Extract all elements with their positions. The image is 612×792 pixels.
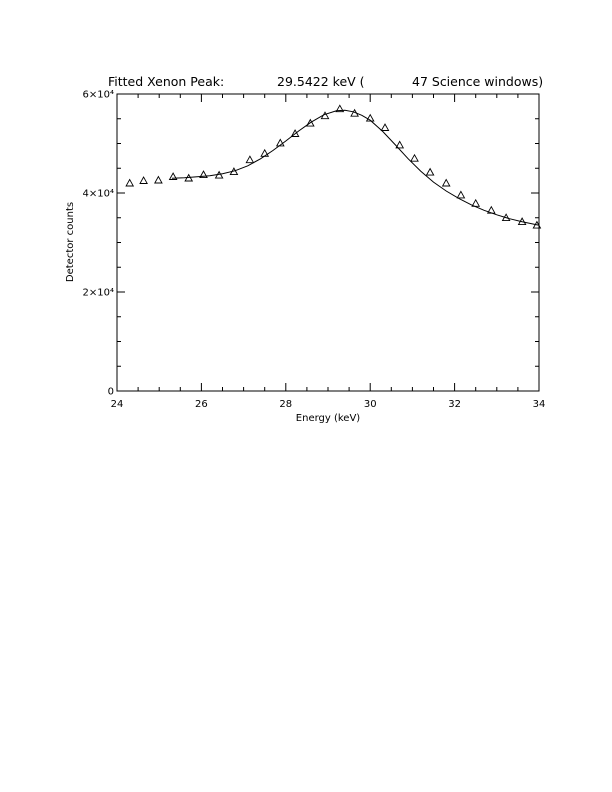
y-tick-label: 0 (108, 387, 114, 398)
data-point (350, 108, 359, 117)
x-tick-label: 24 (111, 399, 124, 410)
axis-tick-labels: 24 26 28 30 32 34 0 2×10⁴ 4×10⁴ 6×10⁴ (83, 90, 546, 411)
data-points (125, 104, 542, 229)
data-point (290, 129, 300, 137)
data-point (125, 178, 135, 187)
data-point (305, 118, 315, 127)
data-point (380, 123, 390, 131)
data-point (168, 172, 178, 180)
data-point (335, 104, 345, 113)
y-tick-label: 4×10⁴ (83, 189, 114, 200)
chart-title-suffix: 47 Science windows) (412, 74, 543, 89)
data-point (410, 153, 419, 162)
axis-ticks (116, 93, 540, 392)
data-point (517, 217, 527, 226)
x-tick-label: 34 (533, 399, 546, 410)
data-point (184, 173, 194, 182)
data-point (486, 205, 496, 214)
data-point (229, 167, 239, 176)
data-point (139, 176, 148, 184)
plot-frame (116, 93, 540, 392)
x-tick-label: 26 (195, 399, 208, 410)
data-point (471, 198, 481, 207)
data-point (260, 148, 270, 157)
chart-title-value: 29.5422 keV ( (277, 74, 365, 89)
data-point (365, 113, 375, 122)
x-tick-label: 30 (364, 399, 377, 410)
data-point (532, 220, 542, 229)
chart-title-prefix: Fitted Xenon Peak: (108, 74, 224, 89)
data-point (275, 138, 285, 147)
data-point (199, 170, 208, 179)
data-point (154, 175, 163, 184)
fit-curve (171, 109, 540, 226)
data-point (245, 155, 255, 164)
data-point (320, 111, 330, 120)
x-tick-label: 28 (279, 399, 292, 410)
data-point (441, 178, 451, 187)
x-tick-label: 32 (448, 399, 461, 410)
data-point (395, 140, 405, 149)
data-point (214, 170, 224, 179)
data-point (456, 190, 466, 199)
data-point (501, 213, 511, 222)
y-tick-label: 6×10⁴ (83, 90, 114, 101)
fit-curve-group (171, 109, 540, 226)
data-point (425, 167, 435, 176)
y-tick-label: 2×10⁴ (83, 288, 114, 299)
y-axis-label: Detector counts (65, 202, 76, 282)
x-axis-label: Energy (keV) (296, 413, 361, 424)
